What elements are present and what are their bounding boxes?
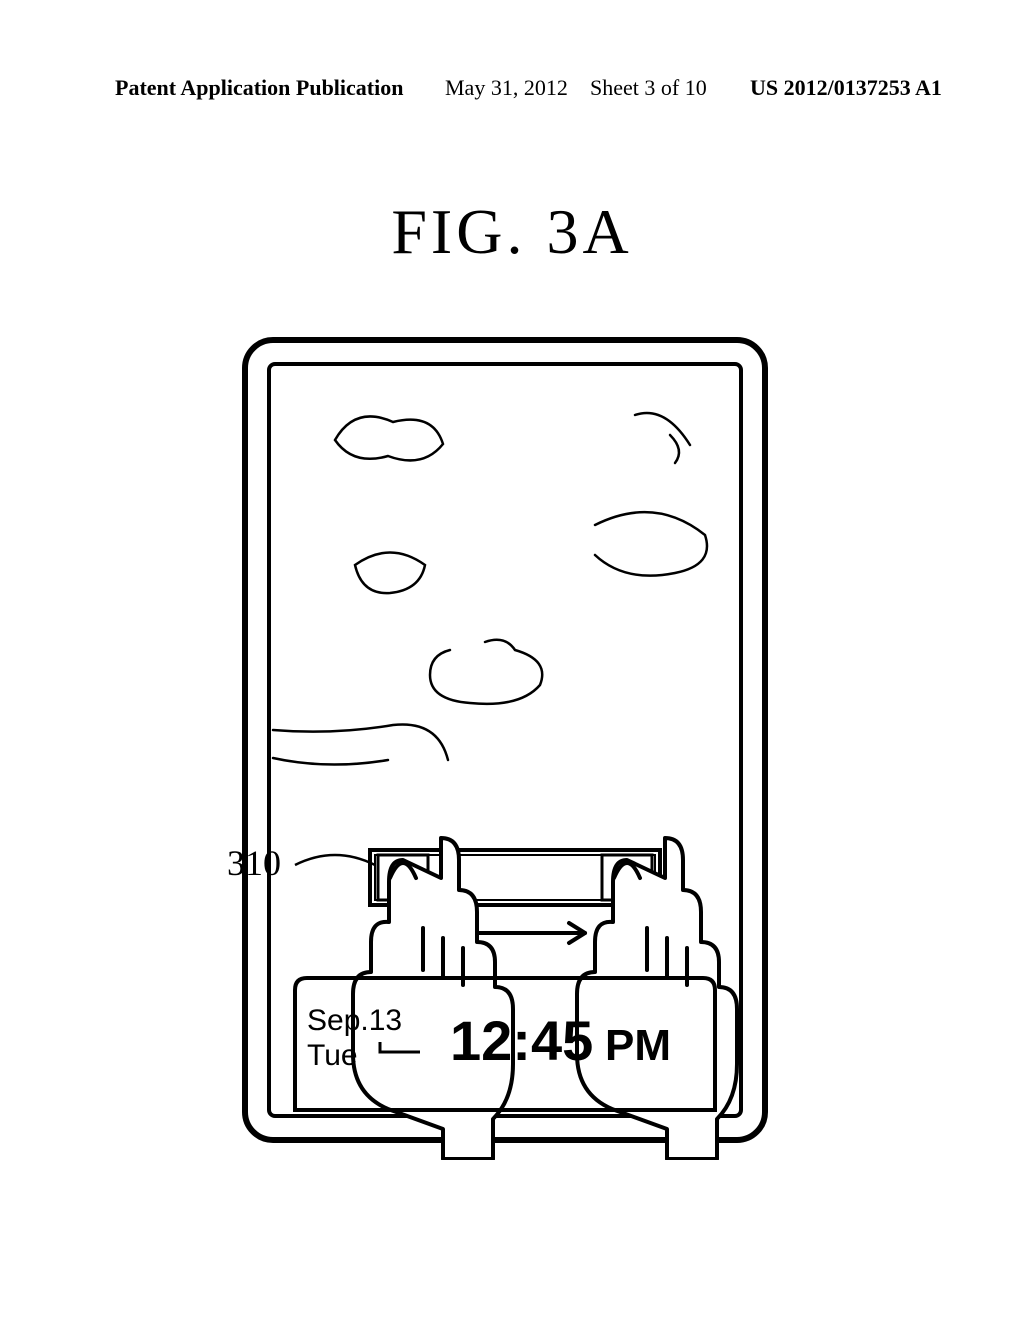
cloud-icon bbox=[355, 553, 425, 594]
figure-diagram: 310 Sep.13 Tue 12:45 bbox=[225, 330, 785, 1160]
cloud-icon bbox=[635, 413, 690, 445]
publication-label: Patent Application Publication bbox=[115, 75, 403, 101]
time-ampm: PM bbox=[605, 1021, 671, 1070]
patent-number: US 2012/0137253 A1 bbox=[750, 75, 942, 101]
time-value: 12:45 bbox=[450, 1009, 593, 1072]
callout-leader bbox=[295, 855, 375, 865]
cloud-icon bbox=[273, 724, 448, 760]
cloud-icon bbox=[595, 512, 707, 575]
date-month-day: Sep.13 bbox=[307, 1004, 402, 1037]
cloud-icon bbox=[335, 416, 443, 460]
figure-title: FIG. 3A bbox=[0, 195, 1024, 269]
cloud-icon bbox=[430, 640, 542, 704]
cloud-icon bbox=[273, 758, 388, 765]
callout-label: 310 bbox=[227, 843, 281, 883]
cloud-icon bbox=[670, 435, 679, 463]
sheet-number: Sheet 3 of 10 bbox=[590, 75, 707, 101]
clouds-group bbox=[273, 413, 707, 765]
publication-date: May 31, 2012 bbox=[445, 75, 568, 101]
date-weekday: Tue bbox=[307, 1039, 358, 1072]
